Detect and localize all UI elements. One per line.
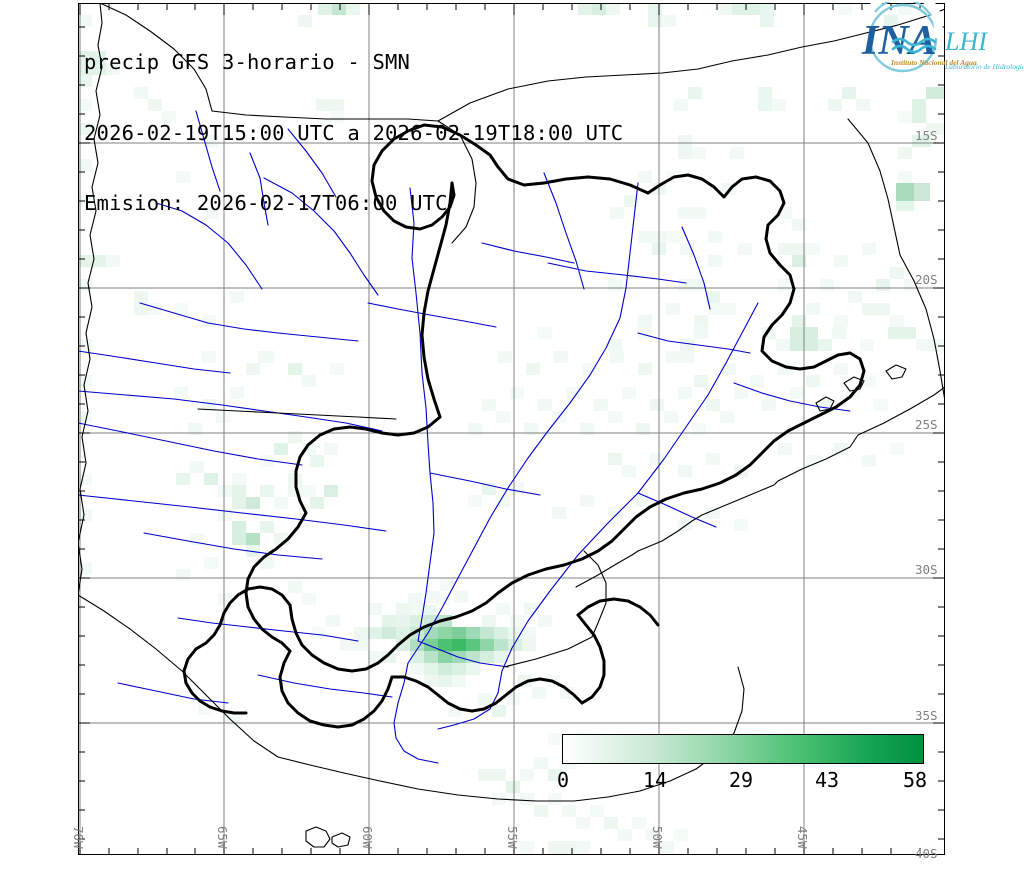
- lon-label-60w: 60W: [360, 826, 375, 849]
- map-title-block: precip GFS 3-horario - SMN 2026-02-19T15…: [84, 4, 623, 263]
- precipitation-map-plot: [78, 3, 945, 855]
- lhi-logo-text: LHI: [944, 27, 988, 56]
- colorbar-tick-0: 0: [557, 768, 570, 792]
- water-wave-icon: [891, 37, 937, 54]
- lon-label-50w: 50W: [650, 826, 665, 849]
- axis-tick-marks: [78, 3, 945, 855]
- title-line-variable: precip GFS 3-horario - SMN: [84, 50, 411, 74]
- colorbar-tick-29: 29: [729, 768, 754, 792]
- map-gridlines: [78, 3, 945, 855]
- colorbar-tick-58: 58: [903, 768, 928, 792]
- ina-lhi-logo: INA Instituto Nacional del Agua LHI Labo…: [845, 0, 1024, 78]
- ina-logo-ring: [865, 0, 943, 73]
- lat-label-40s: 40S: [915, 846, 938, 861]
- lat-label-20s: 20S: [915, 272, 938, 287]
- lon-label-70w: 70W: [71, 826, 86, 849]
- lat-label-30s: 30S: [915, 562, 938, 577]
- lon-label-65w: 65W: [215, 826, 230, 849]
- lhi-logo-subtitle: Laboratorio de Hidrologia: [944, 62, 1023, 71]
- lon-label-55w: 55W: [505, 826, 520, 849]
- title-line-issued: Emision: 2026-02-17T06:00 UTC: [84, 191, 448, 215]
- lat-label-15s: 15S: [915, 128, 938, 143]
- title-line-valid-period: 2026-02-19T15:00 UTC a 2026-02-19T18:00 …: [84, 120, 624, 145]
- map-canvas: [78, 3, 945, 855]
- ina-logo-subtitle: Instituto Nacional del Agua: [890, 58, 977, 67]
- lat-label-25s: 25S: [915, 417, 938, 432]
- colorbar-gradient: [562, 734, 924, 764]
- colorbar-tick-43: 43: [815, 768, 840, 792]
- la-plata-basin-boundary: [182, 123, 866, 729]
- precipitation-colorbar: [562, 734, 924, 764]
- country-borders-layer: [78, 3, 945, 848]
- lat-label-35s: 35S: [915, 708, 938, 723]
- river-network-layer: [78, 110, 851, 764]
- lon-label-45w: 45W: [795, 826, 810, 849]
- colorbar-tick-14: 14: [643, 768, 668, 792]
